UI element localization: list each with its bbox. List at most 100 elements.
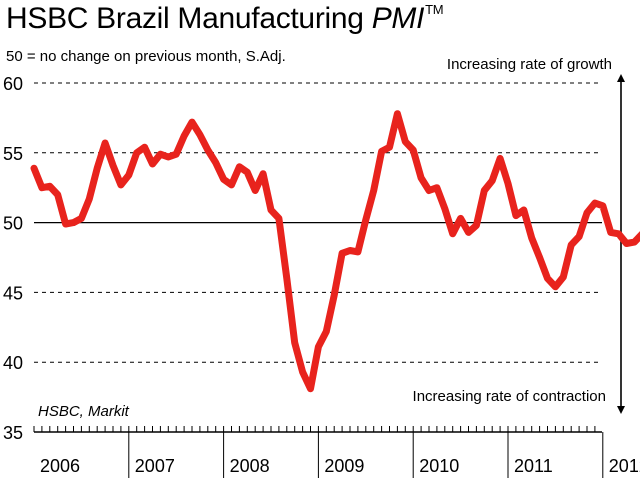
data-point <box>419 176 423 180</box>
x-year-label-2012: 2012 <box>609 456 640 476</box>
data-point <box>166 155 170 159</box>
y-tick-label-45: 45 <box>3 283 23 303</box>
data-point <box>95 166 99 170</box>
y-tick-label-50: 50 <box>3 214 23 234</box>
data-point <box>372 188 376 192</box>
data-point <box>158 152 162 156</box>
x-year-label-2008: 2008 <box>230 456 270 476</box>
data-point <box>443 207 447 211</box>
data-point <box>411 148 415 152</box>
data-point <box>498 156 502 160</box>
data-point <box>348 249 352 253</box>
data-point <box>632 240 636 244</box>
data-point <box>293 341 297 345</box>
data-point <box>285 276 289 280</box>
x-year-label-2011: 2011 <box>514 456 553 476</box>
data-point <box>538 256 542 259</box>
data-point <box>482 188 486 192</box>
y-tick-label-60: 60 <box>3 74 23 94</box>
data-point <box>546 276 549 280</box>
data-point <box>261 172 265 176</box>
data-point <box>593 201 597 205</box>
data-point <box>56 193 60 197</box>
data-point <box>48 184 52 188</box>
data-point <box>301 370 305 374</box>
annotation-contraction: Increasing rate of contraction <box>413 388 606 405</box>
data-point <box>395 112 399 116</box>
data-point <box>585 211 589 215</box>
data-point <box>111 163 115 167</box>
data-point <box>127 173 131 177</box>
source-label: HSBC, Markit <box>38 403 130 420</box>
data-point <box>388 145 391 149</box>
data-point <box>245 170 249 174</box>
data-point <box>553 285 557 289</box>
data-point <box>459 216 463 220</box>
data-point <box>522 208 526 212</box>
data-point <box>474 223 478 227</box>
data-point <box>182 134 186 138</box>
series-line-pmi <box>30 110 640 393</box>
data-point <box>277 216 281 220</box>
x-year-label-2010: 2010 <box>419 456 459 476</box>
data-point <box>364 218 368 222</box>
data-point <box>506 182 510 186</box>
data-point <box>490 179 494 183</box>
data-point <box>403 140 407 144</box>
data-point <box>380 149 384 153</box>
data-point <box>514 214 518 218</box>
data-point <box>230 183 233 187</box>
data-point <box>64 222 68 226</box>
data-point <box>174 152 178 156</box>
data-point <box>427 188 431 192</box>
data-point <box>451 232 455 236</box>
data-point <box>324 329 328 333</box>
y-tick-label-35: 35 <box>3 423 23 443</box>
data-point <box>316 345 320 349</box>
title-trademark: TM <box>425 2 444 17</box>
data-point <box>332 293 336 297</box>
data-point <box>340 251 344 255</box>
title-main: HSBC Brazil Manufacturing <box>6 2 372 35</box>
data-point <box>135 151 139 155</box>
data-point <box>617 232 621 236</box>
data-point <box>103 141 107 145</box>
data-point <box>577 235 581 239</box>
x-year-label-2009: 2009 <box>324 456 364 476</box>
data-point <box>87 197 91 201</box>
data-point <box>237 165 241 169</box>
data-point <box>467 230 470 234</box>
data-point <box>190 120 194 124</box>
data-point <box>214 161 218 165</box>
data-point <box>625 242 628 246</box>
data-point <box>530 236 534 240</box>
data-point <box>561 275 565 279</box>
data-point <box>569 243 573 247</box>
data-point <box>435 186 439 190</box>
y-tick-label-55: 55 <box>3 144 23 164</box>
title-pmi: PMI <box>371 2 425 35</box>
data-point <box>309 387 312 391</box>
data-point <box>40 186 44 190</box>
annotation-growth: Increasing rate of growth <box>447 56 612 73</box>
data-point <box>609 230 613 234</box>
x-year-label-2006: 2006 <box>40 456 80 476</box>
x-year-label-2007: 2007 <box>135 456 175 476</box>
data-point <box>356 250 360 254</box>
chart-title: HSBC Brazil Manufacturing PMITM <box>6 2 444 36</box>
data-point <box>151 162 154 166</box>
data-point <box>269 208 273 212</box>
data-point <box>601 204 605 208</box>
data-point <box>222 177 226 181</box>
data-point <box>198 133 202 137</box>
data-point <box>143 145 147 149</box>
data-point <box>253 188 257 192</box>
chart-subtitle: 50 = no change on previous month, S.Adj. <box>6 48 286 65</box>
data-point <box>72 221 75 225</box>
data-point <box>79 216 83 220</box>
data-point <box>119 183 123 187</box>
y-tick-label-40: 40 <box>3 353 23 373</box>
data-point <box>206 148 210 152</box>
data-point <box>32 166 36 170</box>
